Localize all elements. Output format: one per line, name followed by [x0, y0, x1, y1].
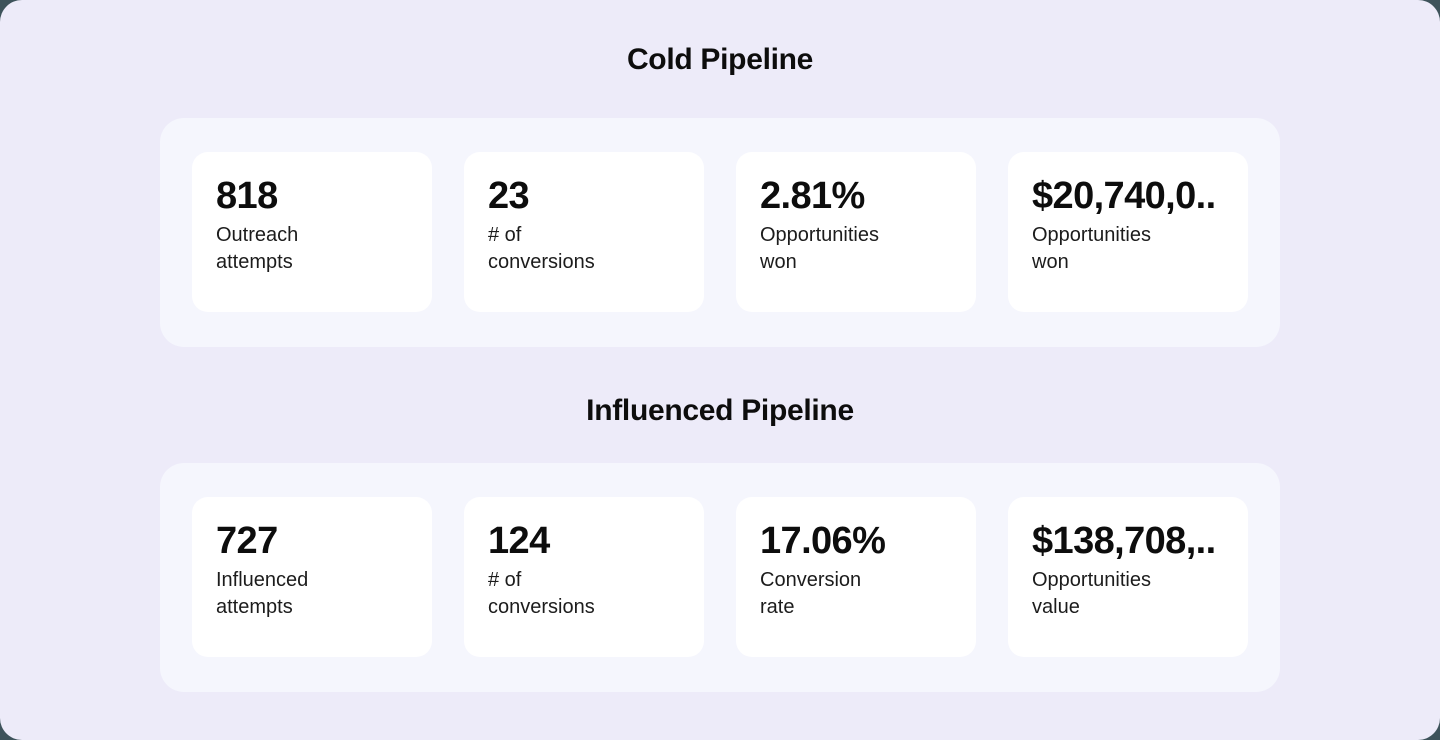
- metric-label-line: # of: [488, 224, 522, 246]
- metric-label: # of conversions: [488, 567, 680, 621]
- metric-label-line: Conversion: [760, 569, 862, 591]
- metric-card-opportunities-won-rate: 2.81% Opportunities won: [736, 152, 976, 312]
- cold-pipeline-panel: 818 Outreach attempts 23 # of conversion…: [160, 118, 1280, 347]
- metric-value: $20,740,0..: [1032, 175, 1216, 217]
- metric-label-line: attempts: [216, 251, 293, 273]
- metric-label-line: won: [1032, 251, 1069, 273]
- metric-value: $138,708,..: [1032, 520, 1216, 562]
- cold-pipeline-card-row: 818 Outreach attempts 23 # of conversion…: [192, 152, 1248, 312]
- metric-label-line: value: [1032, 596, 1080, 618]
- metric-label-line: conversions: [488, 596, 595, 618]
- metric-label-line: conversions: [488, 251, 595, 273]
- metric-value: 2.81%: [760, 175, 865, 217]
- metric-label-line: rate: [760, 596, 795, 618]
- metric-value: 23: [488, 175, 530, 217]
- metric-label: Influenced attempts: [216, 567, 408, 621]
- metric-card-opportunities-won-value: $20,740,0.. Opportunities won: [1008, 152, 1248, 312]
- metric-value: 727: [216, 520, 278, 562]
- metric-label: Outreach attempts: [216, 222, 408, 276]
- influenced-pipeline-card-row: 727 Influenced attempts 124 # of convers…: [192, 497, 1248, 657]
- metric-value: 124: [488, 520, 550, 562]
- section-title-influenced-pipeline: Influenced Pipeline: [586, 394, 854, 427]
- metric-label-line: Opportunities: [1032, 569, 1151, 591]
- metric-value: 17.06%: [760, 520, 886, 562]
- metric-card-influenced-attempts: 727 Influenced attempts: [192, 497, 432, 657]
- metric-card-conversion-rate: 17.06% Conversion rate: [736, 497, 976, 657]
- metric-label: Opportunities won: [760, 222, 952, 276]
- metric-label: # of conversions: [488, 222, 680, 276]
- metric-label-line: Opportunities: [760, 224, 879, 246]
- metric-label: Conversion rate: [760, 567, 952, 621]
- metric-card-outreach-attempts: 818 Outreach attempts: [192, 152, 432, 312]
- metric-label-line: attempts: [216, 596, 293, 618]
- metric-label-line: Influenced: [216, 569, 309, 591]
- metric-card-opportunities-value: $138,708,.. Opportunities value: [1008, 497, 1248, 657]
- section-title-cold-pipeline: Cold Pipeline: [626, 43, 814, 76]
- metric-card-cold-conversions: 23 # of conversions: [464, 152, 704, 312]
- metric-label: Opportunities value: [1032, 567, 1224, 621]
- metric-value: 818: [216, 175, 278, 217]
- metric-label: Opportunities won: [1032, 222, 1224, 276]
- influenced-pipeline-panel: 727 Influenced attempts 124 # of convers…: [160, 463, 1280, 692]
- metric-label-line: Outreach: [216, 224, 299, 246]
- metric-card-influenced-conversions: 124 # of conversions: [464, 497, 704, 657]
- metric-label-line: won: [760, 251, 797, 273]
- metric-label-line: # of: [488, 569, 522, 591]
- metric-label-line: Opportunities: [1032, 224, 1151, 246]
